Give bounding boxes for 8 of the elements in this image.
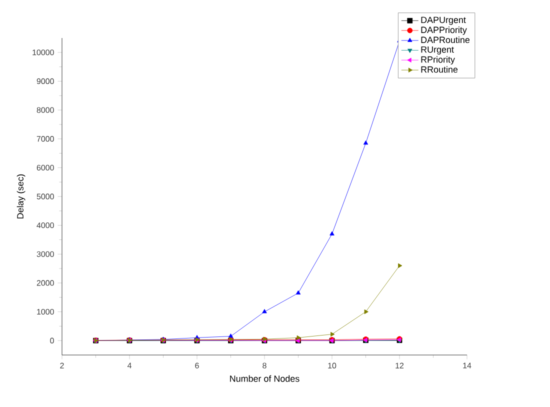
legend-label: DAPPriority: [421, 26, 467, 35]
legend-label: DAPRoutine: [421, 36, 470, 44]
legend-label: RPriority: [421, 56, 455, 64]
legend-label: RUrgent: [421, 46, 454, 54]
x-axis-title: Number of Nodes: [230, 375, 300, 382]
legend-label: DAPUrgent: [421, 16, 466, 25]
legend-label: RRoutine: [421, 66, 458, 73]
y-axis-title: Delay (sec): [16, 174, 26, 218]
